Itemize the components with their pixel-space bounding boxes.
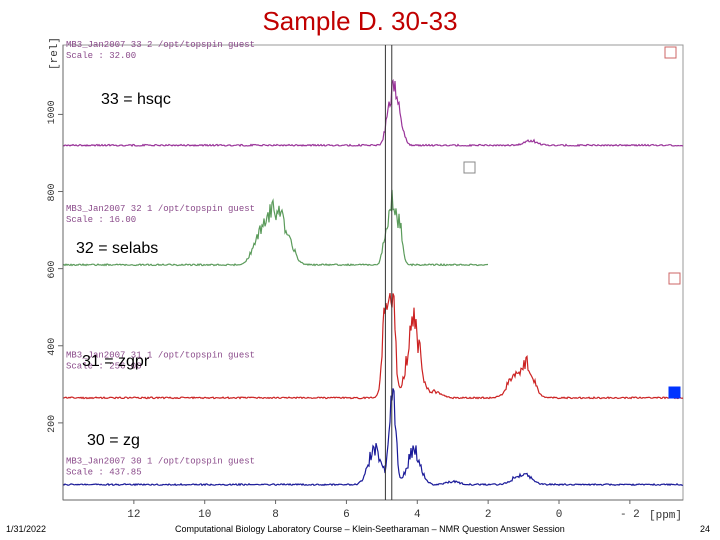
spectrum-header-line1: MB3_Jan2007 31 1 /opt/topspin guest [66, 350, 255, 360]
slide-title: Sample D. 30-33 [262, 6, 458, 36]
spectrum-trace [62, 189, 488, 267]
marker-layer [384, 45, 681, 500]
spectrum-selector-box[interactable] [664, 46, 677, 59]
x-tick-label: 10 [198, 509, 211, 521]
series-layer: MB3_Jan2007 33 2 /opt/topspin guestScale… [62, 40, 684, 487]
x-tick-label: 8 [272, 509, 279, 521]
y-axis-label: [rel] [49, 37, 61, 70]
spectrum-selector-box[interactable] [463, 161, 476, 174]
spectrum-header-line1: MB3_Jan2007 32 1 /opt/topspin guest [66, 204, 255, 214]
spectrum-header-line1: MB3_Jan2007 33 2 /opt/topspin guest [66, 40, 255, 50]
x-tick-label: 4 [414, 509, 421, 521]
y-tick-label: 600 [47, 261, 58, 279]
series-label-hsqc: 33 = hsqc [101, 91, 171, 108]
x-tick-label: 12 [127, 509, 140, 521]
x-tick-label: 6 [343, 509, 350, 521]
x-tick-label: 0 [556, 509, 563, 521]
x-tick-label: 2 [485, 509, 492, 521]
x-axis-label: [ppm] [649, 510, 682, 522]
y-tick-label: 200 [47, 415, 58, 433]
footer-date: 1/31/2022 [6, 524, 47, 534]
spectrum-trace [62, 388, 684, 487]
x-tick-label: - 2 [620, 509, 640, 521]
spectrum-header-line1: MB3_Jan2007 30 1 /opt/topspin guest [66, 456, 255, 466]
spectrum-selector-box[interactable] [668, 272, 681, 285]
y-tick-label: 800 [47, 184, 58, 202]
series-label-zgpr: 31 = zgpr [82, 353, 150, 370]
spectrum-header-line2: Scale : 437.85 [66, 467, 142, 477]
spectrum-selector-box[interactable] [668, 386, 681, 399]
series-label-zg: 30 = zg [87, 432, 140, 449]
plot-area [62, 44, 684, 501]
spectrum-header-line2: Scale : 256.00 [66, 361, 142, 371]
spectrum-trace [62, 78, 684, 147]
spectrum-trace [62, 292, 684, 400]
y-tick-label: 400 [47, 338, 58, 356]
series-label-selabs: 32 = selabs [76, 240, 159, 257]
y-tick-label: 1000 [47, 100, 58, 124]
spectrum-header-line2: Scale : 32.00 [66, 51, 136, 61]
footer-page-number: 24 [700, 524, 711, 534]
spectrum-header-line2: Scale : 16.00 [66, 215, 136, 225]
footer-course-info: Computational Biology Laboratory Course … [175, 524, 565, 534]
axes-layer: 200 400 600 800 1000 12 10 8 6 4 2 0 - 2 [47, 45, 683, 521]
